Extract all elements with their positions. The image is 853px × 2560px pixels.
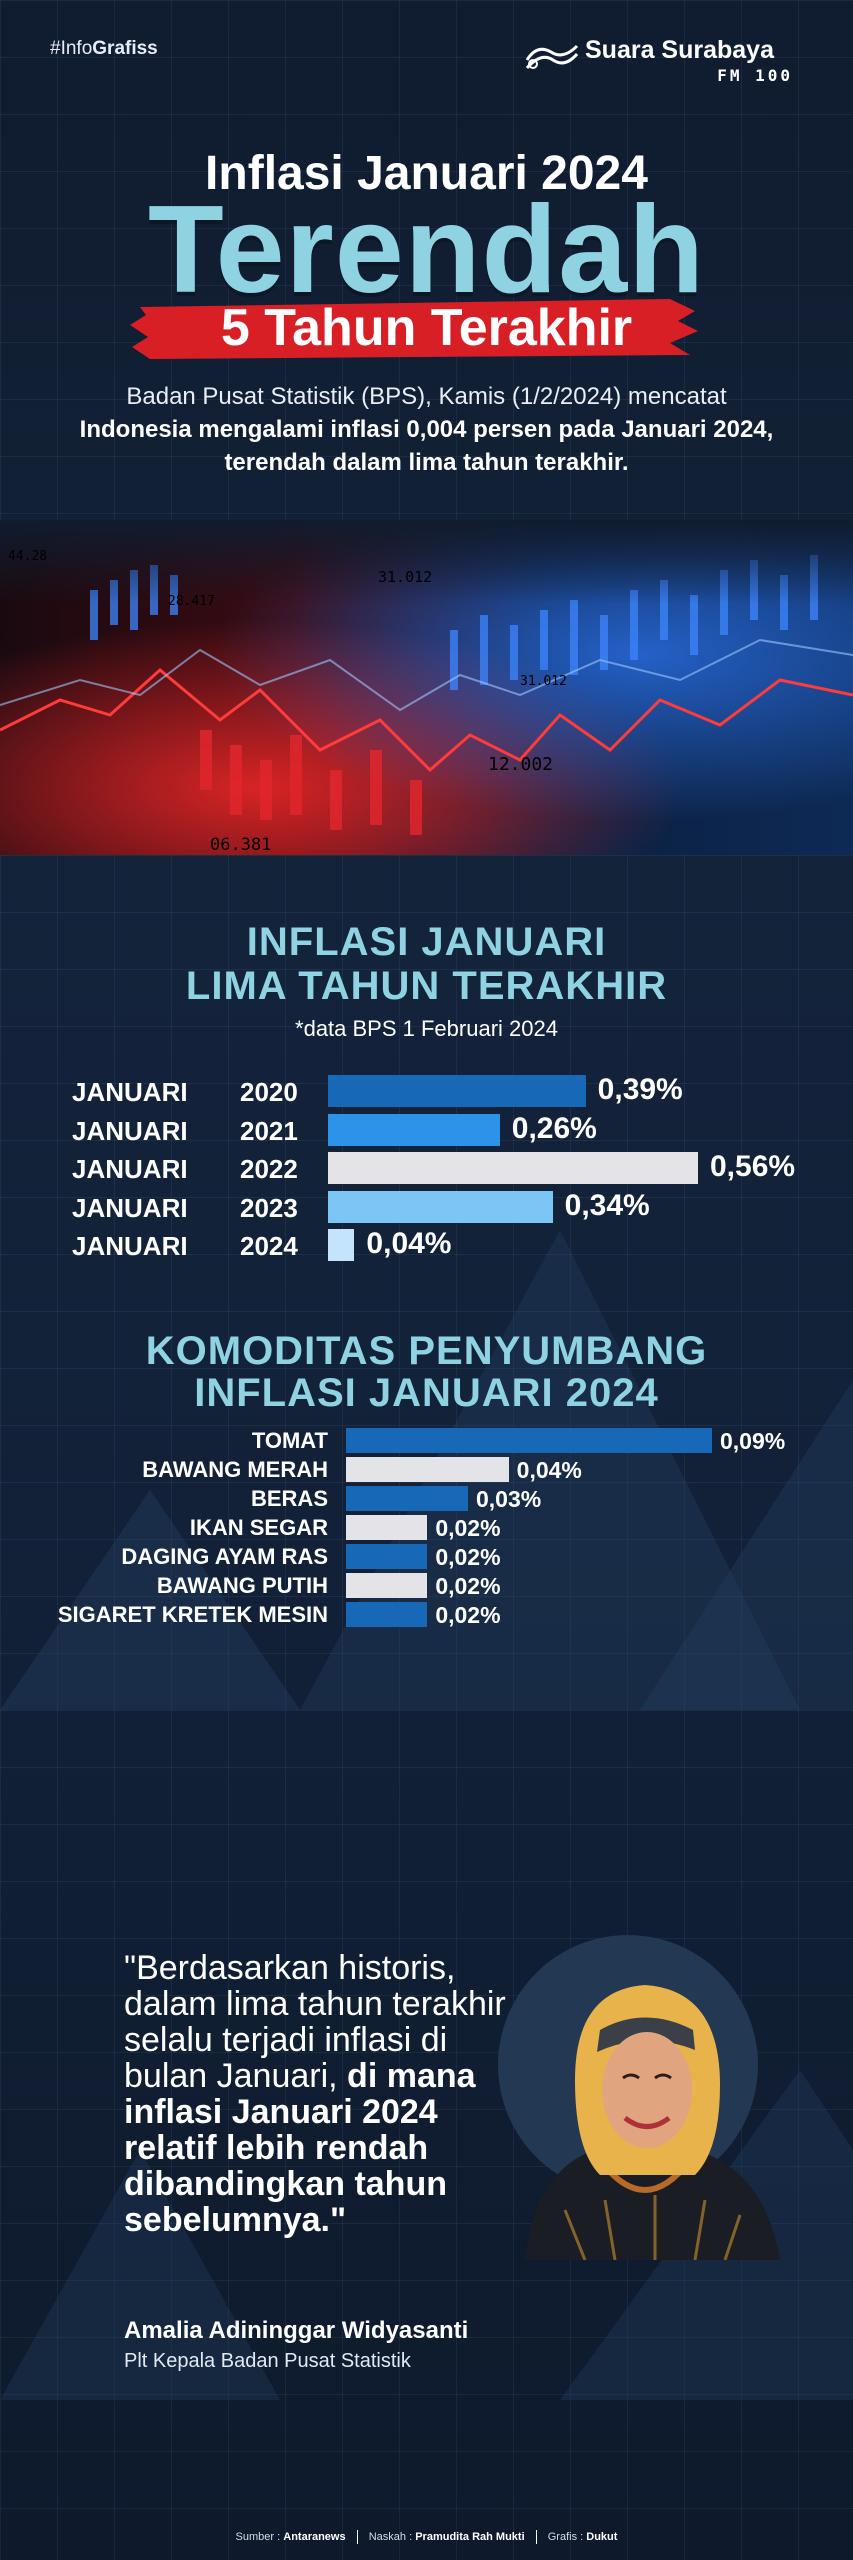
data-label: 0,02%	[435, 1602, 501, 1628]
data-label: 0,39%	[597, 1073, 683, 1106]
section1-subtitle: *data BPS 1 Februari 2024	[295, 1016, 558, 1041]
category-label: SIGARET KRETEK MESIN	[57, 1602, 328, 1627]
hero-number: 28.417	[168, 594, 215, 609]
category-month-label: JANUARI	[72, 1231, 188, 1261]
hero-number: 06.381	[210, 835, 271, 855]
footer-separator	[356, 2530, 358, 2544]
footer-script: Pramudita Rah Mukti	[415, 2530, 525, 2543]
data-label: 0,02%	[435, 1573, 501, 1599]
section1-title-line-1: INFLASI JANUARI	[246, 920, 607, 964]
footer-graphic-label: Grafis :	[547, 2530, 584, 2543]
title-line-2: Terendah	[148, 181, 705, 319]
category-year-label: 2023	[240, 1192, 298, 1223]
category-year-label: 2024	[240, 1231, 298, 1261]
hashtag: #InfoGrafiss	[50, 38, 158, 60]
hero-number: 12.002	[488, 754, 553, 775]
title-brush-stroke	[130, 299, 698, 359]
bar	[346, 1544, 428, 1569]
category-month-label: JANUARI	[72, 1077, 188, 1107]
bar	[346, 1573, 428, 1598]
data-label: 0,02%	[435, 1544, 501, 1570]
intro-paragraph: Badan Pusat Statistik (BPS), Kamis (1/2/…	[60, 380, 793, 479]
section1-title: INFLASI JANUARI LIMA TAHUN TERAKHIR	[0, 920, 853, 1008]
data-label: 0,34%	[564, 1188, 650, 1222]
data-label: 0,26%	[511, 1111, 597, 1145]
chart-row: JANUARI 2021 0,26%	[0, 1112, 853, 1148]
chart-row: BAWANG MERAH 0,04%	[0, 1455, 853, 1484]
chart-row: IKAN SEGAR 0,02%	[0, 1513, 853, 1542]
bar	[346, 1515, 428, 1540]
category-label: IKAN SEGAR	[189, 1515, 328, 1540]
bar	[328, 1190, 553, 1223]
category-year-label: 2021	[240, 1115, 298, 1146]
category-year-label: 2020	[240, 1077, 298, 1107]
category-label: BERAS	[250, 1486, 328, 1511]
chart-row: JANUARI 2020 0,39%	[0, 1073, 853, 1109]
brand-name: Suara Surabaya	[585, 36, 774, 64]
title-line-1: Inflasi Januari 2024	[205, 147, 648, 200]
yearly-inflation-chart: JANUARI 2020 0,39% JANUARI 2021 0,26% JANUARI 2…	[0, 1073, 853, 1273]
hashtag-prefix: #Info	[50, 38, 93, 59]
bar	[346, 1602, 428, 1627]
data-label: 0,04%	[516, 1457, 582, 1483]
hero-number: 31.012	[378, 568, 432, 586]
chart-row: JANUARI 2022 0,56%	[0, 1150, 853, 1186]
footer-separator	[535, 2530, 537, 2544]
footer-source: Antaranews	[283, 2530, 346, 2543]
bar	[328, 1229, 355, 1261]
footer-script-label: Naskah :	[368, 2530, 413, 2543]
category-month-label: JANUARI	[72, 1154, 188, 1184]
chart-row: DAGING AYAM RAS 0,02%	[0, 1542, 853, 1571]
section2-title: KOMODITAS PENYUMBANG INFLASI JANUARI 202…	[0, 1330, 853, 1414]
data-label: 0,02%	[435, 1515, 501, 1541]
speaker-name: Amalia Adininggar Widyasanti	[124, 2317, 469, 2344]
chart-row: SIGARET KRETEK MESIN 0,02%	[0, 1600, 853, 1629]
category-label: BAWANG PUTIH	[156, 1573, 328, 1598]
chart-row: BERAS 0,03%	[0, 1484, 853, 1513]
chart-row: TOMAT 0,09%	[0, 1426, 853, 1455]
chart-row: BAWANG PUTIH 0,02%	[0, 1571, 853, 1600]
hero-stock-chart-graphic: 44.28 28.417 31.012 31.012 12.002 06.381	[0, 520, 853, 855]
hero-number: 31.012	[520, 674, 567, 689]
chart-row: JANUARI 2024 0,04%	[0, 1227, 853, 1263]
quote-bold-text: di mana inflasi Januari 2024 relatif leb…	[124, 2057, 476, 2240]
commodity-inflation-chart: TOMAT 0,09% BAWANG MERAH 0,04% BERAS 0,03% IKA…	[0, 1426, 853, 1636]
data-label: 0,04%	[366, 1227, 452, 1260]
hero-number: 44.28	[8, 549, 47, 564]
footer-source-label: Sumber :	[235, 2530, 281, 2543]
footer-credits: Sumber : Antaranews Naskah : Pramudita R…	[0, 2530, 853, 2544]
section2-title-line-2: INFLASI JANUARI 2024	[194, 1371, 659, 1415]
bar	[328, 1075, 586, 1107]
bar	[328, 1152, 698, 1184]
intro-bold-text: Indonesia mengalami inflasi 0,004 persen…	[79, 416, 774, 477]
data-label: 0,09%	[720, 1428, 786, 1454]
data-label: 0,56%	[710, 1150, 796, 1183]
category-label: BAWANG MERAH	[142, 1457, 328, 1482]
footer-graphic: Dukut	[586, 2530, 618, 2543]
chart-row: JANUARI 2023 0,34%	[0, 1189, 853, 1225]
intro-normal-text: Badan Pusat Statistik (BPS), Kamis (1/2/…	[126, 383, 727, 410]
category-label: TOMAT	[251, 1428, 328, 1453]
brand-subtitle: FM 100	[717, 66, 793, 85]
bar	[346, 1457, 509, 1482]
category-month-label: JANUARI	[72, 1115, 188, 1146]
brand-logo-icon	[525, 44, 579, 70]
hashtag-bold: Grafiss	[92, 38, 158, 59]
bar	[346, 1428, 712, 1453]
category-year-label: 2022	[240, 1154, 298, 1184]
bar	[328, 1113, 500, 1146]
title-line-3: 5 Tahun Terakhir	[220, 299, 633, 357]
quote-normal-text: "Berdasarkan historis, dalam lima tahun …	[124, 1949, 506, 2096]
section1-title-line-2: LIMA TAHUN TERAKHIR	[185, 964, 668, 1008]
speaker-portrait	[525, 1985, 780, 2260]
category-label: DAGING AYAM RAS	[121, 1544, 328, 1569]
category-month-label: JANUARI	[72, 1192, 188, 1223]
section2-title-line-1: KOMODITAS PENYUMBANG	[145, 1329, 708, 1373]
brand-logo: Suara Surabaya FM 100	[523, 30, 793, 90]
speaker-role: Plt Kepala Badan Pusat Statistik	[124, 2350, 411, 2372]
data-label: 0,03%	[476, 1486, 542, 1512]
quote-text: "Berdasarkan historis, dalam lima tahun …	[124, 1950, 534, 2238]
bar	[346, 1486, 468, 1511]
